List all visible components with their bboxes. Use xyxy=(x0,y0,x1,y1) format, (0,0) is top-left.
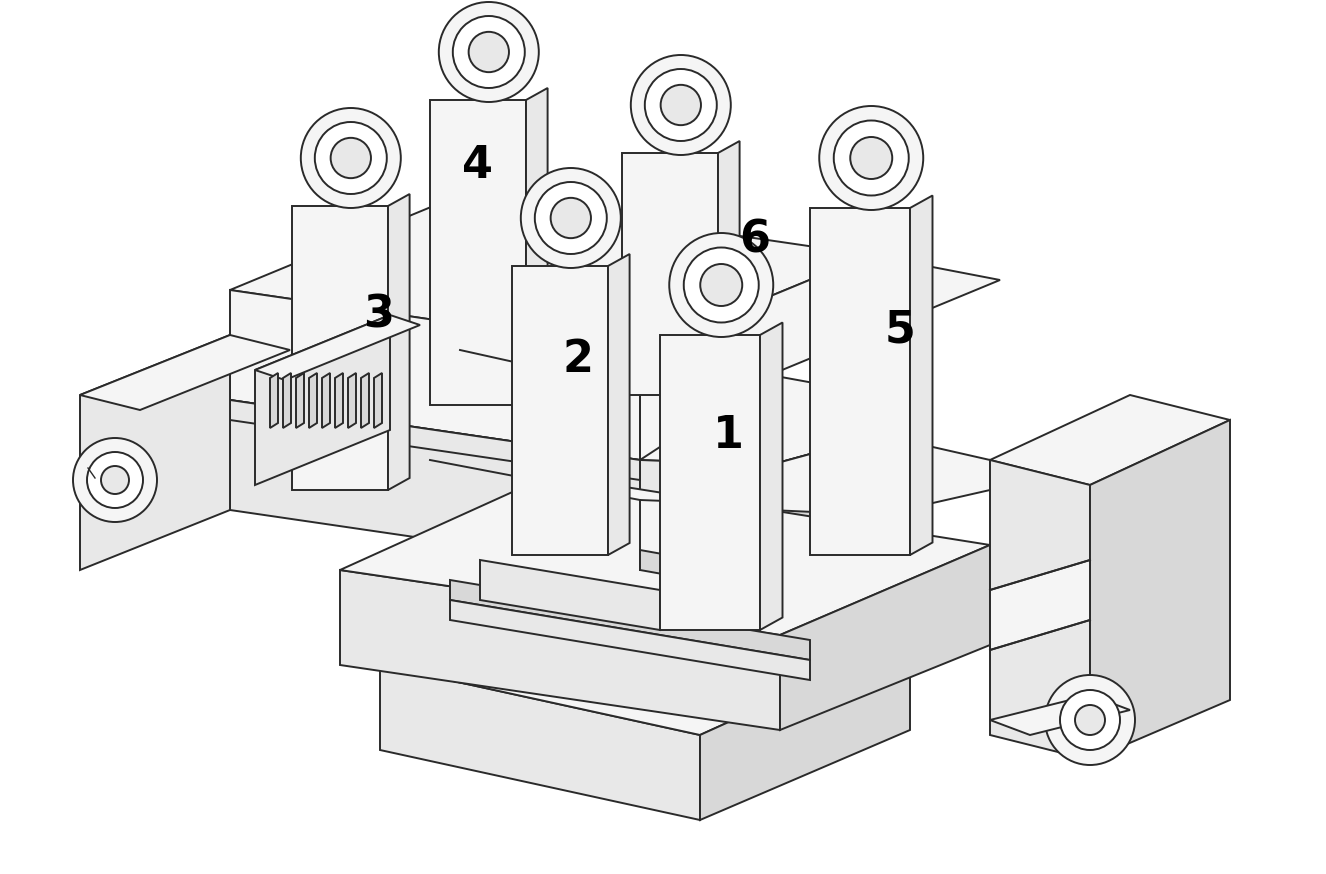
Circle shape xyxy=(330,138,371,178)
Polygon shape xyxy=(622,153,717,395)
Polygon shape xyxy=(309,373,317,428)
Circle shape xyxy=(73,438,156,522)
Polygon shape xyxy=(717,141,740,395)
Polygon shape xyxy=(700,640,910,820)
Polygon shape xyxy=(229,290,640,460)
Polygon shape xyxy=(780,545,991,730)
Circle shape xyxy=(1045,675,1135,765)
Polygon shape xyxy=(810,208,910,555)
Polygon shape xyxy=(80,335,290,410)
Circle shape xyxy=(101,466,129,494)
Polygon shape xyxy=(374,373,382,428)
Polygon shape xyxy=(640,350,770,465)
Circle shape xyxy=(534,182,607,254)
Polygon shape xyxy=(991,560,1090,650)
Polygon shape xyxy=(991,395,1231,485)
Polygon shape xyxy=(389,194,410,490)
Polygon shape xyxy=(640,255,1000,375)
Circle shape xyxy=(452,16,525,88)
Polygon shape xyxy=(271,373,278,428)
Polygon shape xyxy=(322,373,330,428)
Polygon shape xyxy=(229,195,870,350)
Polygon shape xyxy=(991,460,1090,760)
Polygon shape xyxy=(760,323,782,630)
Polygon shape xyxy=(229,400,640,480)
Circle shape xyxy=(550,198,591,238)
Text: 6: 6 xyxy=(740,218,770,261)
Circle shape xyxy=(670,233,773,337)
Circle shape xyxy=(850,137,892,179)
Polygon shape xyxy=(770,435,991,515)
Polygon shape xyxy=(282,373,290,428)
Circle shape xyxy=(521,168,621,268)
Text: 1: 1 xyxy=(712,413,744,456)
Polygon shape xyxy=(450,600,810,680)
Text: 5: 5 xyxy=(884,309,915,351)
Polygon shape xyxy=(347,373,355,428)
Circle shape xyxy=(644,69,717,141)
Polygon shape xyxy=(339,570,780,730)
Circle shape xyxy=(660,85,701,125)
Polygon shape xyxy=(640,460,770,575)
Polygon shape xyxy=(910,196,932,555)
Polygon shape xyxy=(450,580,810,660)
Polygon shape xyxy=(640,375,880,465)
Circle shape xyxy=(468,31,509,73)
Polygon shape xyxy=(335,373,343,428)
Polygon shape xyxy=(229,400,640,570)
Polygon shape xyxy=(255,315,390,485)
Circle shape xyxy=(301,108,400,208)
Polygon shape xyxy=(512,266,609,555)
Polygon shape xyxy=(292,206,389,490)
Circle shape xyxy=(88,452,143,508)
Polygon shape xyxy=(640,550,780,595)
Polygon shape xyxy=(770,435,880,575)
Circle shape xyxy=(314,122,387,194)
Polygon shape xyxy=(660,335,760,630)
Circle shape xyxy=(1059,690,1120,750)
Circle shape xyxy=(1075,705,1105,735)
Text: 4: 4 xyxy=(463,143,493,186)
Circle shape xyxy=(834,121,908,196)
Polygon shape xyxy=(526,88,548,405)
Polygon shape xyxy=(296,373,304,428)
Polygon shape xyxy=(339,475,991,635)
Polygon shape xyxy=(381,570,910,735)
Polygon shape xyxy=(991,695,1130,735)
Circle shape xyxy=(700,264,743,306)
Text: 2: 2 xyxy=(562,338,594,381)
Circle shape xyxy=(819,106,923,210)
Circle shape xyxy=(684,247,758,323)
Polygon shape xyxy=(1090,420,1231,760)
Polygon shape xyxy=(480,560,660,630)
Text: 3: 3 xyxy=(362,294,394,336)
Polygon shape xyxy=(255,315,420,380)
Polygon shape xyxy=(80,335,229,570)
Polygon shape xyxy=(361,373,369,428)
Polygon shape xyxy=(609,254,630,555)
Polygon shape xyxy=(381,665,700,820)
Circle shape xyxy=(439,2,538,102)
Polygon shape xyxy=(430,100,526,405)
Circle shape xyxy=(631,55,731,155)
